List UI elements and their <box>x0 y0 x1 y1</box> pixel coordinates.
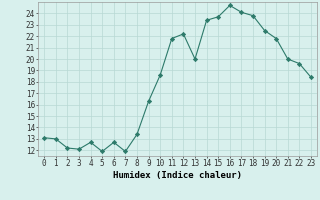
X-axis label: Humidex (Indice chaleur): Humidex (Indice chaleur) <box>113 171 242 180</box>
